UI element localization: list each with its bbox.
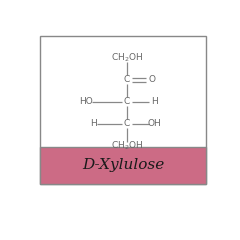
Text: H: H <box>90 120 97 128</box>
Text: C: C <box>124 75 130 84</box>
Text: O: O <box>148 75 155 84</box>
Text: CH$_2$OH: CH$_2$OH <box>111 140 143 152</box>
Text: C: C <box>124 97 130 106</box>
Text: HO: HO <box>79 97 93 106</box>
Bar <box>40 36 206 184</box>
Text: C: C <box>124 120 130 128</box>
Text: H: H <box>151 97 158 106</box>
Text: CH$_2$OH: CH$_2$OH <box>111 51 143 64</box>
Bar <box>40 147 206 184</box>
Text: D-Xylulose: D-Xylulose <box>82 158 164 172</box>
Text: OH: OH <box>148 120 162 128</box>
